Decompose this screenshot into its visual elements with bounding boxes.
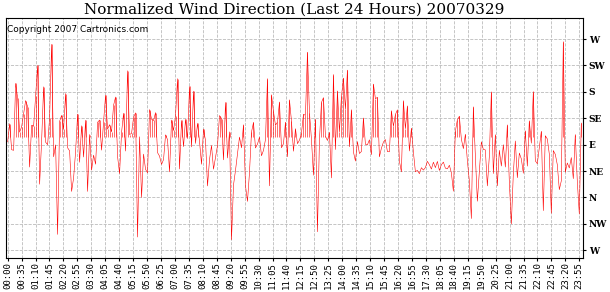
Text: Copyright 2007 Cartronics.com: Copyright 2007 Cartronics.com — [7, 25, 149, 34]
Title: Normalized Wind Direction (Last 24 Hours) 20070329: Normalized Wind Direction (Last 24 Hours… — [84, 3, 504, 17]
